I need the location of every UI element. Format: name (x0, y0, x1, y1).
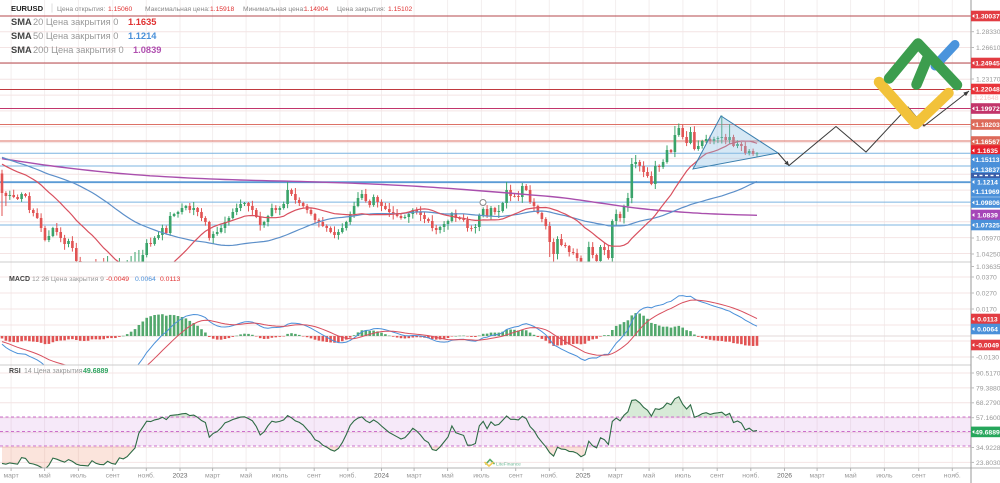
svg-text:1.07325: 1.07325 (975, 222, 1000, 229)
svg-text:0.0064: 0.0064 (977, 326, 998, 333)
svg-text:1.1635: 1.1635 (977, 148, 998, 155)
svg-text:сент: сент (710, 473, 724, 480)
svg-text:нояб.: нояб. (742, 472, 759, 480)
svg-text:сент: сент (307, 473, 321, 480)
svg-text:нояб.: нояб. (339, 472, 356, 480)
svg-text:1.0839: 1.0839 (133, 45, 161, 55)
svg-text:68.2790: 68.2790 (976, 400, 1000, 407)
svg-text:0.0113: 0.0113 (160, 276, 181, 283)
svg-text:57.1600: 57.1600 (976, 415, 1000, 422)
svg-text:2025: 2025 (575, 473, 590, 480)
svg-text:нояб.: нояб. (944, 472, 961, 480)
svg-text:2023: 2023 (172, 473, 187, 480)
svg-text:1.1214: 1.1214 (128, 31, 157, 41)
svg-text:-0.0049: -0.0049 (976, 342, 999, 349)
svg-text:200 Цена закрытия 0: 200 Цена закрытия 0 (33, 45, 124, 55)
svg-text:49.6889: 49.6889 (83, 368, 108, 375)
svg-text:34.9228: 34.9228 (976, 445, 1000, 452)
svg-text:0.0370: 0.0370 (976, 274, 997, 281)
svg-text:1.30037: 1.30037 (975, 13, 1000, 20)
svg-text:2026: 2026 (777, 473, 792, 480)
svg-text:49.6889: 49.6889 (975, 429, 1000, 436)
svg-text:MACD: MACD (9, 276, 30, 283)
svg-text:0.0113: 0.0113 (977, 316, 998, 323)
svg-text:май: май (441, 472, 453, 480)
svg-text:RSI: RSI (9, 368, 21, 375)
svg-text:1.13837: 1.13837 (975, 167, 1000, 174)
svg-text:нояб.: нояб. (138, 472, 155, 480)
svg-text:1.24945: 1.24945 (975, 60, 1000, 67)
svg-text:Цена закрытия:: Цена закрытия: (337, 6, 386, 13)
svg-text:сент: сент (509, 473, 523, 480)
svg-text:1.1214: 1.1214 (977, 179, 998, 186)
svg-text:0.0270: 0.0270 (976, 290, 997, 297)
svg-text:май: май (38, 472, 50, 480)
svg-text:1.11969: 1.11969 (975, 189, 999, 196)
svg-text:март: март (608, 473, 623, 480)
svg-text:март: март (205, 473, 220, 480)
svg-text:1.04250: 1.04250 (976, 251, 1000, 258)
svg-text:1.0839: 1.0839 (977, 212, 998, 219)
svg-text:90.5170: 90.5170 (976, 370, 1000, 377)
svg-text:март: март (3, 473, 18, 480)
svg-text:SMA: SMA (11, 31, 32, 41)
svg-text:июль: июль (876, 473, 893, 480)
svg-text:-0.0049: -0.0049 (106, 276, 129, 283)
svg-text:1.14904: 1.14904 (304, 6, 328, 13)
svg-text:сент: сент (912, 473, 926, 480)
svg-text:1.03635: 1.03635 (976, 264, 1000, 271)
svg-text:23.8030: 23.8030 (976, 460, 1000, 467)
svg-text:Максимальная цена:: Максимальная цена: (145, 6, 210, 13)
svg-text:20 Цена закрытия 0: 20 Цена закрытия 0 (33, 17, 118, 27)
svg-text:июль: июль (675, 473, 692, 480)
svg-text:50 Цена закрытия 0: 50 Цена закрытия 0 (33, 31, 118, 41)
svg-text:1.15060: 1.15060 (108, 6, 132, 13)
svg-text:июль: июль (272, 473, 289, 480)
svg-text:EURUSD: EURUSD (11, 4, 44, 13)
svg-text:14 Цена закрытия: 14 Цена закрытия (24, 368, 83, 375)
svg-text:12 26 Цена закрытия 9: 12 26 Цена закрытия 9 (32, 276, 104, 283)
svg-text:2024: 2024 (374, 473, 389, 480)
svg-text:Цена открытия:: Цена открытия: (57, 6, 105, 13)
svg-text:1.15918: 1.15918 (210, 6, 234, 13)
svg-text:1.05970: 1.05970 (976, 235, 1000, 242)
svg-text:-0.0130: -0.0130 (976, 354, 999, 361)
svg-text:май: май (240, 472, 252, 480)
svg-text:79.3880: 79.3880 (976, 385, 1000, 392)
svg-text:1.21648: 1.21648 (974, 95, 999, 102)
svg-text:март: март (406, 473, 421, 480)
svg-text:июль: июль (473, 473, 490, 480)
svg-text:1.1635: 1.1635 (128, 17, 156, 27)
svg-text:1.16567: 1.16567 (975, 139, 1000, 146)
svg-text:LiteFinance: LiteFinance (496, 462, 521, 468)
svg-text:SMA: SMA (11, 17, 32, 27)
svg-text:1.19972: 1.19972 (975, 106, 1000, 113)
svg-text:1.26610: 1.26610 (976, 45, 1000, 52)
svg-text:SMA: SMA (11, 45, 32, 55)
svg-text:1.09806: 1.09806 (975, 200, 1000, 207)
svg-text:май: май (844, 472, 856, 480)
svg-text:1.15113: 1.15113 (975, 157, 999, 164)
svg-text:1.22048: 1.22048 (975, 86, 1000, 93)
svg-text:июль: июль (70, 473, 87, 480)
svg-text:1.28330: 1.28330 (976, 29, 1000, 36)
svg-text:1.23170: 1.23170 (976, 76, 1000, 83)
svg-text:март: март (809, 473, 824, 480)
svg-text:Минимальная цена:: Минимальная цена: (243, 6, 305, 13)
svg-text:0.0170: 0.0170 (976, 306, 997, 313)
svg-text:май: май (643, 472, 655, 480)
svg-text:0.0064: 0.0064 (135, 276, 156, 283)
svg-text:нояб.: нояб. (541, 472, 558, 480)
svg-text:1.15102: 1.15102 (388, 6, 412, 13)
svg-text:1.18203: 1.18203 (975, 122, 1000, 129)
svg-text:сент: сент (106, 473, 120, 480)
